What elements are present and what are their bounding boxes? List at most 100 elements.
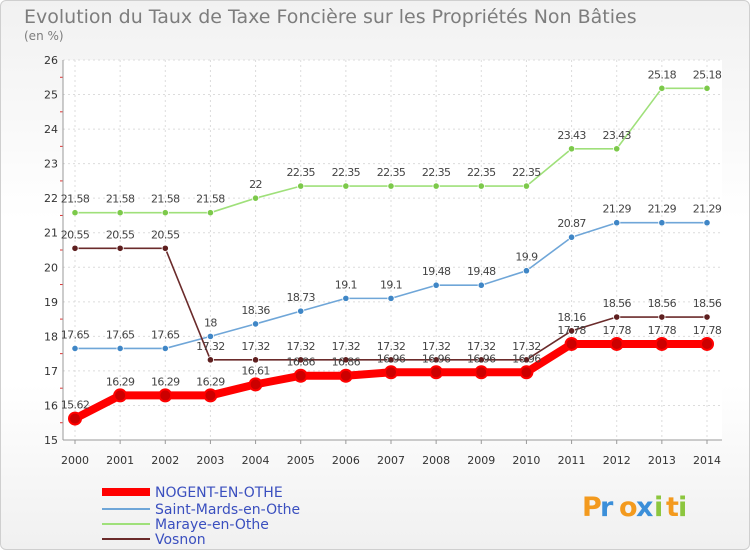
data-point [68,411,82,426]
chart-title: Evolution du Taux de Taxe Foncière sur l… [24,6,637,28]
data-point [203,388,218,403]
data-label: 18.56 [693,297,722,310]
data-label: 17.32 [286,340,315,353]
logo-letter: i [654,492,663,523]
data-label: 23.43 [557,129,586,142]
logo-letter: i [678,492,687,523]
data-label: 21.58 [196,193,225,206]
data-point [658,313,666,321]
data-point [161,209,169,217]
legend-label: Vosnon [155,532,206,548]
data-point [116,209,124,217]
x-tick-label: 2008 [422,454,450,467]
logo-letter: x [636,492,653,523]
data-point [297,182,305,190]
x-tick-label: 2007 [377,454,405,467]
x-tick-label: 2010 [512,454,540,467]
data-label: 17.32 [422,340,451,353]
y-tick-label: 22 [44,192,58,205]
chart-subtitle: (en %) [24,29,64,43]
data-label: 16.96 [512,352,541,365]
data-point [293,368,308,383]
data-label: 22.35 [467,166,496,179]
data-label: 17.32 [332,340,361,353]
data-label: 17.78 [648,324,677,337]
data-label: 17.78 [602,324,631,337]
data-point [703,84,711,92]
data-point [477,281,485,289]
data-point [71,344,79,353]
data-label: 19.48 [467,265,496,278]
data-point [567,233,576,241]
y-tick-label: 26 [44,54,58,67]
data-label: 16.96 [422,352,451,365]
data-point [384,365,398,380]
data-point [613,313,621,321]
x-tick-label: 2005 [287,454,315,467]
x-tick-label: 2004 [242,454,270,467]
data-labels: 21.58 21.58 21.58 21.58 22 22.35 22.35 22.35 22.… [61,68,723,412]
data-label: 18.73 [286,291,315,304]
y-tick-label: 16 [44,399,58,412]
legend-label: NOGENT-EN-OTHE [155,485,283,501]
y-tick-label: 17 [44,365,58,378]
data-label: 20.55 [61,228,90,241]
x-tick-label: 2014 [693,454,721,467]
data-label: 19.9 [515,251,538,264]
data-label: 21.58 [151,193,180,206]
data-point [251,356,260,364]
data-label: 21.58 [61,193,90,206]
data-label: 25.18 [648,68,677,81]
data-point [609,336,624,351]
data-label: 22 [249,178,262,191]
series-layer [68,84,714,426]
data-point [700,336,714,351]
data-point [477,356,485,364]
data-point [342,294,350,302]
data-label: 18.56 [648,297,677,310]
data-label: 16.29 [196,375,225,388]
data-label: 17.78 [557,324,586,337]
logo-letter: P [582,492,602,523]
data-label: 22.35 [286,166,315,179]
x-tick-label: 2012 [603,454,631,467]
x-tick-label: 2013 [648,454,676,467]
data-point [342,182,350,190]
data-label: 17.78 [693,324,722,337]
axes: 15 16 17 18 19 20 21 22 23 24 25 26 2000 2001 2002 2003… [44,54,722,467]
x-tick-label: 2009 [467,454,495,467]
y-tick-label: 15 [44,434,58,447]
y-tick-label: 19 [44,296,58,309]
y-tick-label: 25 [44,89,58,102]
data-label: 17.65 [61,328,90,341]
data-point [387,356,395,364]
data-label: 22.35 [377,166,406,179]
data-label: 21.29 [693,203,722,216]
data-point [251,320,260,328]
y-tick-label: 24 [44,123,58,136]
data-point [567,327,576,335]
data-label: 17.32 [377,340,406,353]
logo-letter: r [600,492,614,523]
legend-label: Saint-Mards-en-Othe [155,502,300,518]
legend: NOGENT-EN-OTHESaint-Mards-en-OtheMaraye-… [102,485,300,548]
logo-letter: o [619,492,638,523]
data-label: 18.36 [241,304,270,317]
x-tick-label: 2003 [196,454,224,467]
data-label: 25.18 [693,68,722,81]
data-point [387,182,395,190]
data-point [206,356,215,364]
data-point [654,336,669,351]
data-label: 17.65 [151,328,180,341]
data-point [519,365,534,380]
x-tick-label: 2000 [61,454,89,467]
data-point [297,307,305,315]
data-label: 18 [204,316,217,329]
data-label: 17.32 [196,340,225,353]
data-label: 21.58 [106,193,135,206]
data-label: 17.65 [106,328,135,341]
data-point [251,194,260,202]
data-label: 15.62 [61,399,90,412]
data-label: 22.35 [422,166,451,179]
data-point [116,244,124,252]
